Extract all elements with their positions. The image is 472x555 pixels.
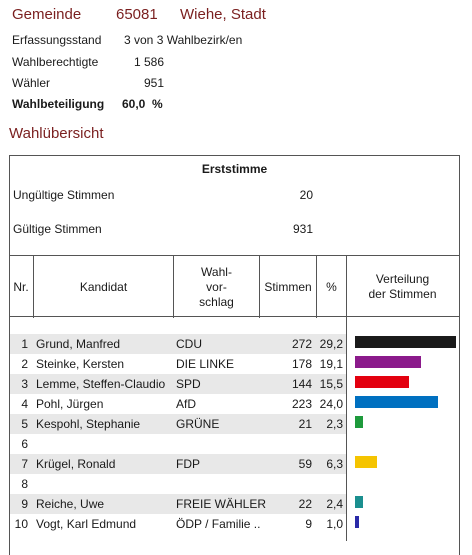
header-wahlvorschlag: Wahl- vor- schlag (174, 256, 260, 318)
row-percent: 6,3 (326, 457, 343, 471)
row-candidate: Reiche, Uwe (36, 497, 105, 511)
invalid-votes-value: 20 (299, 188, 313, 202)
table-row: 10 Vogt, Karl Edmund ÖDP / Familie .. 9 1,0 (10, 514, 346, 534)
row-candidate: Vogt, Karl Edmund (36, 517, 137, 531)
row-nr: 7 (21, 457, 28, 471)
municipality-code: 65081 (116, 6, 158, 23)
table-row: 4 Pohl, Jürgen AfD 223 24,0 (10, 394, 346, 414)
wahlberechtigte-row: Wahlberechtigte 1 586 (12, 55, 164, 69)
row-party: DIE LINKE (176, 357, 235, 371)
header-nr: Nr. (9, 256, 34, 318)
table-row: 5 Kespohl, Stephanie GRÜNE 21 2,3 (10, 414, 346, 434)
row-candidate: Grund, Manfred (36, 337, 121, 351)
row-nr: 9 (21, 497, 28, 511)
row-candidate: Pohl, Jürgen (36, 397, 104, 411)
table-row: 7 Krügel, Ronald FDP 59 6,3 (10, 454, 346, 474)
table-header: Nr. Kandidat Wahl- vor- schlag Stimmen %… (9, 255, 460, 318)
row-candidate: Krügel, Ronald (36, 457, 116, 471)
row-nr: 8 (21, 477, 28, 491)
header-verteilung: Verteilung der Stimmen (368, 272, 437, 301)
row-votes: 178 (291, 357, 312, 371)
invalid-votes-row: Ungültige Stimmen 20 (13, 188, 313, 202)
row-candidate: Lemme, Steffen-Claudio (36, 377, 166, 391)
valid-votes-value: 931 (292, 222, 313, 236)
wahlberechtigte-label: Wahlberechtigte (12, 55, 99, 69)
distribution-bar (355, 496, 363, 508)
table-title: Erststimme (201, 162, 268, 176)
row-percent: 15,5 (319, 377, 343, 391)
distribution-bar (355, 456, 377, 468)
erfassungsstand-label: Erfassungsstand (12, 33, 102, 47)
row-nr: 10 (14, 517, 28, 531)
municipality-name: Wiehe, Stadt (180, 6, 266, 23)
row-party: GRÜNE (176, 417, 220, 431)
distribution-bar (355, 416, 363, 428)
table-row: 6 (10, 434, 346, 454)
distribution-bar (355, 356, 421, 368)
waehler-row: Wähler 951 (12, 76, 164, 90)
section-title: Wahlübersicht (9, 125, 104, 142)
table-row: 3 Lemme, Steffen-Claudio SPD 144 15,5 (10, 374, 346, 394)
row-votes: 21 (298, 417, 312, 431)
table-row: 8 (10, 474, 346, 494)
municipality-label: Gemeinde (12, 6, 82, 23)
table-row: 9 Reiche, Uwe FREIE WÄHLER 22 2,4 (10, 494, 346, 514)
erfassungsstand-row: Erfassungsstand 3 von 3 Wahlbezirk/en (12, 33, 242, 47)
valid-votes-row: Gültige Stimmen 931 (13, 222, 313, 236)
row-votes: 272 (291, 337, 312, 351)
row-votes: 59 (298, 457, 312, 471)
row-party: FDP (176, 457, 200, 471)
row-candidate: Kespohl, Stephanie (36, 417, 141, 431)
row-votes: 144 (291, 377, 312, 391)
valid-votes-label: Gültige Stimmen (13, 222, 102, 236)
row-percent: 19,1 (319, 357, 343, 371)
erfassungsstand-value: 3 von 3 Wahlbezirk/en (124, 33, 243, 47)
row-votes: 223 (291, 397, 312, 411)
header-stimmen: Stimmen (260, 256, 317, 318)
wahlbeteiligung-label: Wahlbeteiligung (12, 97, 105, 111)
table-row: 1 Grund, Manfred CDU 272 29,2 (10, 334, 346, 354)
header-pct: % (317, 256, 347, 318)
row-nr: 3 (21, 377, 28, 391)
row-candidate: Steinke, Kersten (36, 357, 125, 371)
wahlbeteiligung-value: 60,0 % (122, 97, 163, 111)
distribution-bar (355, 376, 409, 388)
row-percent: 29,2 (319, 337, 343, 351)
invalid-votes-label: Ungültige Stimmen (13, 188, 115, 202)
waehler-value: 951 (143, 76, 164, 90)
distribution-bar (355, 516, 359, 528)
bar-column-separator (346, 317, 347, 541)
waehler-label: Wähler (12, 76, 51, 90)
row-party: AfD (176, 397, 197, 411)
row-party: SPD (176, 377, 201, 391)
wahlbeteiligung-row: Wahlbeteiligung 60,0 % (12, 97, 163, 111)
wahlberechtigte-value: 1 586 (133, 55, 164, 69)
row-nr: 2 (21, 357, 28, 371)
candidate-rows: 1 Grund, Manfred CDU 272 29,2 2 Steinke, Kerst… (10, 334, 346, 534)
row-party: ÖDP / Familie .. (176, 517, 261, 531)
row-percent: 24,0 (319, 397, 343, 411)
row-votes: 9 (305, 517, 312, 531)
row-percent: 2,3 (326, 417, 343, 431)
row-nr: 4 (21, 397, 28, 411)
row-nr: 1 (21, 337, 28, 351)
row-party: CDU (176, 337, 202, 351)
row-votes: 22 (298, 497, 312, 511)
row-percent: 1,0 (326, 517, 343, 531)
row-party: FREIE WÄHLER (176, 497, 267, 511)
table-row: 2 Steinke, Kersten DIE LINKE 178 19,1 (10, 354, 346, 374)
results-table (9, 155, 460, 555)
header-kandidat: Kandidat (34, 256, 174, 318)
row-percent: 2,4 (326, 497, 343, 511)
row-nr: 5 (21, 417, 28, 431)
row-nr: 6 (21, 437, 28, 451)
distribution-bar (355, 336, 456, 348)
distribution-bar (355, 396, 438, 408)
